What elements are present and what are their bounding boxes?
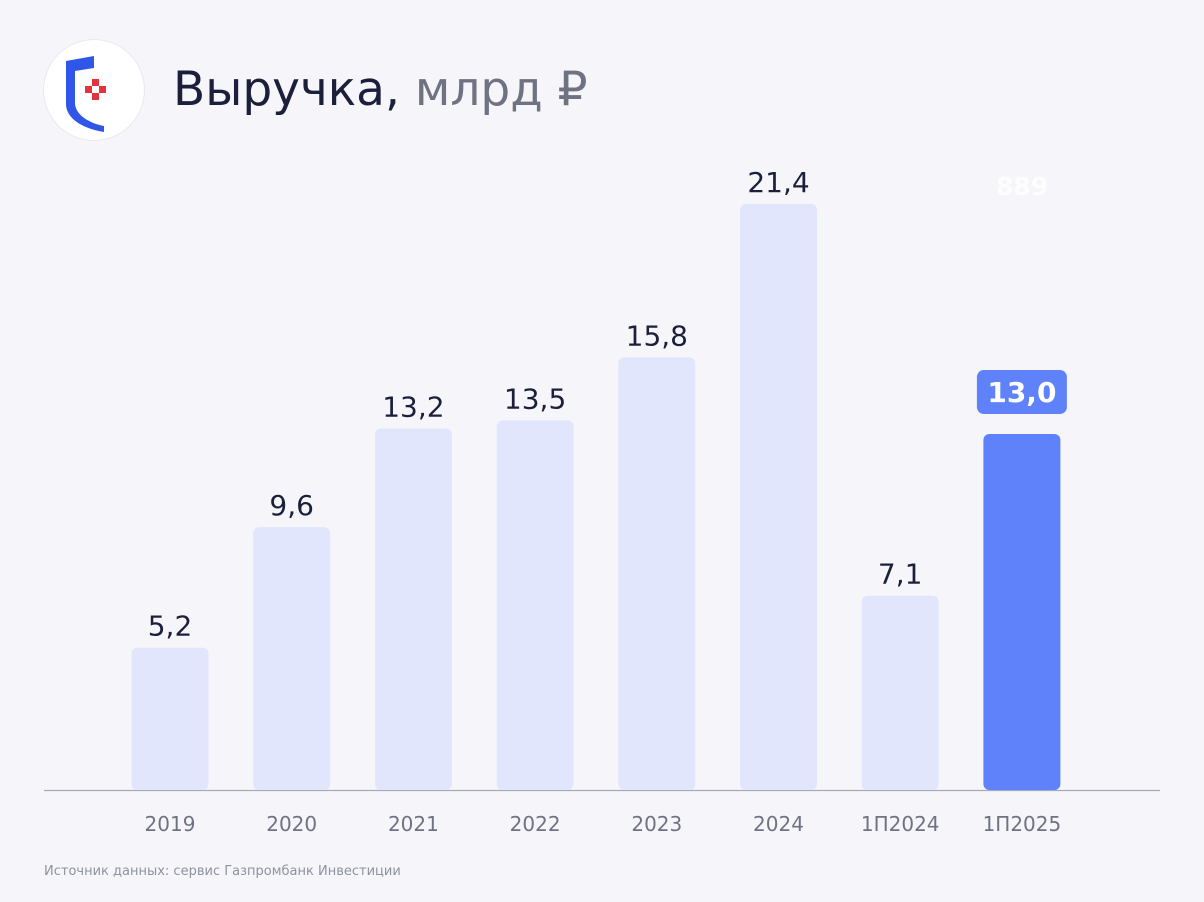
bar-2023 xyxy=(618,357,696,790)
shield-logo-icon xyxy=(66,56,106,132)
value-label-2020: 9,6 xyxy=(269,489,314,522)
page-title: Выручка, млрд ₽ xyxy=(173,58,588,122)
value-label-2022: 13,5 xyxy=(504,382,566,415)
bar-2024 xyxy=(740,204,817,790)
category-label-2021: 2021 xyxy=(388,812,439,836)
category-label-1П2025: 1П2025 xyxy=(983,812,1062,836)
category-label-2019: 2019 xyxy=(145,812,196,836)
bar-2021 xyxy=(374,428,452,790)
source-footnote: Источник данных: сервис Газпромбанк Инве… xyxy=(44,864,401,879)
title-main: Выручка, xyxy=(173,62,400,117)
category-label-1П2024: 1П2024 xyxy=(861,812,940,836)
bar-2020 xyxy=(253,527,331,790)
value-label-2024: 21,4 xyxy=(747,166,809,199)
category-label-2024: 2024 xyxy=(753,812,804,836)
bar-1П2024 xyxy=(861,595,939,790)
category-label-2023: 2023 xyxy=(631,812,682,836)
value-label-2021: 13,2 xyxy=(382,391,444,424)
bar-1П2025 xyxy=(983,434,1061,790)
value-label-2023: 15,8 xyxy=(626,319,688,352)
value-label-1П2024: 7,1 xyxy=(878,558,923,591)
value-label-badge xyxy=(976,370,1067,415)
company-logo xyxy=(44,40,144,140)
bar-2019 xyxy=(131,647,209,790)
value-label-2019: 5,2 xyxy=(148,610,193,643)
bar-2022 xyxy=(496,420,574,790)
category-label-2020: 2020 xyxy=(266,812,317,836)
title-unit: млрд ₽ xyxy=(414,62,588,117)
category-label-2022: 2022 xyxy=(510,812,561,836)
watermark: 889 xyxy=(996,172,1049,201)
value-label-1П2025: 13,0 xyxy=(987,376,1056,409)
